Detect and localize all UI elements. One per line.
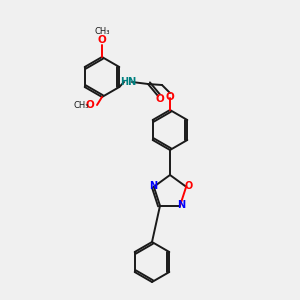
Text: CH₃: CH₃ <box>73 100 89 109</box>
Text: N: N <box>177 200 185 210</box>
Text: HN: HN <box>120 77 136 87</box>
Text: O: O <box>156 94 164 104</box>
Text: O: O <box>184 181 192 191</box>
Text: O: O <box>166 92 174 102</box>
Text: CH₃: CH₃ <box>94 26 110 35</box>
Text: O: O <box>98 35 106 45</box>
Text: O: O <box>85 100 94 110</box>
Text: N: N <box>149 181 157 191</box>
